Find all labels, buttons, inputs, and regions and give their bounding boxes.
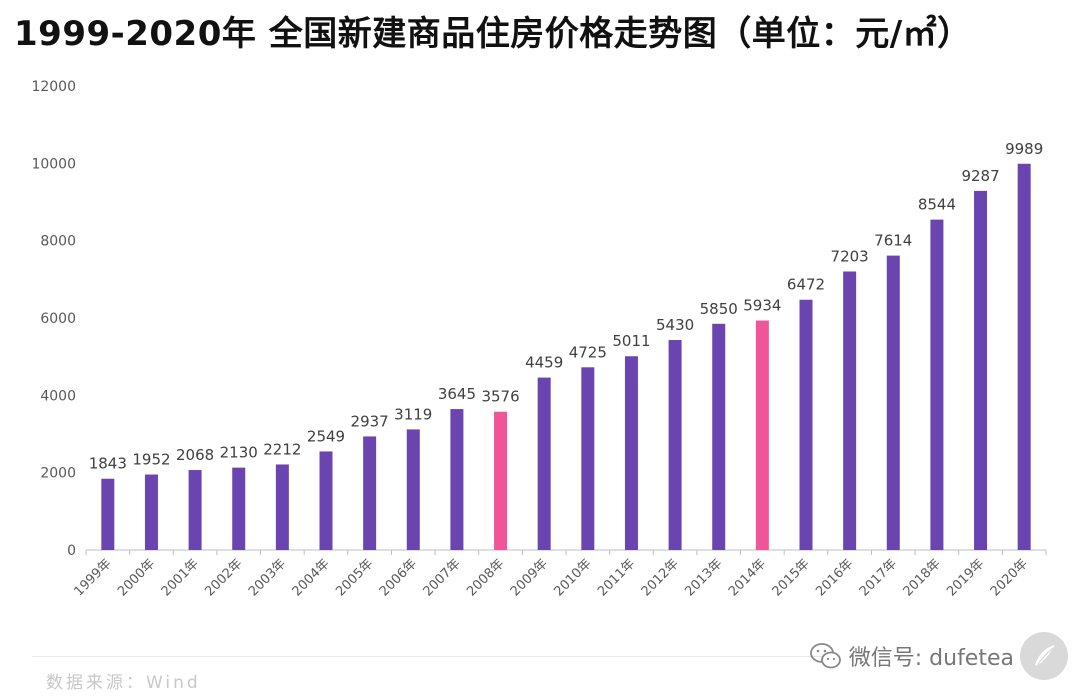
y-tick-label: 2000	[40, 466, 76, 482]
data-label: 4725	[569, 343, 607, 361]
data-label: 5430	[656, 316, 694, 334]
chart-title: 1999-2020年 全国新建商品住房价格走势图（单位：元/㎡）	[14, 14, 972, 54]
bar	[188, 470, 202, 550]
y-tick-label: 12000	[31, 79, 76, 95]
x-tick-label: 2009年	[508, 556, 551, 599]
x-tick-label: 2003年	[246, 556, 289, 599]
x-tick-label: 2010年	[551, 556, 594, 599]
data-label: 9989	[1005, 140, 1043, 158]
bar	[712, 323, 726, 550]
bar	[144, 474, 158, 550]
x-tick-label: 2012年	[639, 556, 682, 599]
data-label: 2212	[263, 440, 301, 458]
x-tick-label: 2004年	[290, 556, 333, 599]
x-tick-label: 2014年	[726, 556, 769, 599]
bar	[319, 451, 333, 550]
data-label: 3119	[394, 405, 432, 423]
x-tick-label: 2002年	[202, 556, 245, 599]
data-label: 3645	[438, 385, 476, 403]
y-tick-label: 4000	[40, 388, 76, 404]
bar	[930, 219, 944, 550]
data-label: 1952	[132, 451, 170, 469]
bar	[537, 377, 551, 550]
x-tick-label: 2016年	[813, 556, 856, 599]
bar	[406, 429, 420, 550]
data-label: 7203	[831, 247, 869, 265]
wechat-watermark: 微信号: dufetea	[809, 632, 1068, 680]
data-label: 1843	[89, 455, 127, 473]
x-tick-label: 2018年	[901, 556, 944, 599]
bar	[668, 340, 682, 550]
x-tick-label: 2005年	[333, 556, 376, 599]
bar	[363, 436, 377, 550]
data-label: 5011	[612, 332, 650, 350]
x-tick-label: 2001年	[159, 556, 202, 599]
x-tick-label: 2013年	[682, 556, 725, 599]
bar	[624, 356, 638, 550]
data-source: 数据来源：Wind	[46, 673, 201, 693]
bar	[450, 409, 464, 550]
bar	[843, 271, 857, 550]
y-tick-label: 0	[67, 543, 76, 559]
bar	[974, 190, 988, 551]
data-label: 5850	[700, 300, 738, 318]
bar	[755, 320, 769, 550]
bar	[581, 367, 595, 550]
x-tick-label: 2015年	[770, 556, 813, 599]
data-label: 7614	[874, 232, 912, 250]
y-tick-label: 8000	[40, 234, 76, 250]
x-tick-label: 2019年	[944, 556, 987, 599]
x-tick-label: 2011年	[595, 556, 638, 599]
x-tick-label: 2017年	[857, 556, 900, 599]
bar	[494, 411, 508, 550]
bar	[799, 299, 813, 550]
data-label: 6472	[787, 276, 825, 294]
data-label: 2549	[307, 427, 345, 445]
bar-chart: 0 2000 4000 6000 8000 10000 12000 1843 1999年 1952…	[31, 79, 1047, 599]
y-tick-label: 10000	[31, 156, 76, 172]
tea-logo-icon	[1020, 632, 1068, 680]
bar	[1017, 163, 1031, 550]
data-label: 9287	[961, 167, 999, 185]
data-label: 2937	[351, 412, 389, 430]
x-tick-label: 2020年	[988, 556, 1031, 599]
bar	[886, 255, 900, 551]
x-tick-label: 1999年	[71, 556, 114, 599]
y-tick-label: 6000	[40, 311, 76, 327]
x-tick-label: 2006年	[377, 556, 420, 599]
data-label: 2130	[220, 444, 258, 462]
divider	[32, 656, 832, 657]
bar	[232, 467, 246, 550]
x-tick-label: 2008年	[464, 556, 507, 599]
x-tick-label: 2007年	[421, 556, 464, 599]
wechat-icon	[809, 643, 841, 669]
watermark-text: 微信号: dufetea	[848, 646, 1014, 671]
x-tick-label: 2000年	[115, 556, 158, 599]
data-label: 8544	[918, 196, 956, 214]
data-label: 5934	[743, 297, 781, 315]
data-label: 2068	[176, 446, 214, 464]
bar	[101, 478, 115, 550]
bar	[275, 464, 289, 550]
data-label: 3576	[481, 388, 519, 406]
data-label: 4459	[525, 354, 563, 372]
